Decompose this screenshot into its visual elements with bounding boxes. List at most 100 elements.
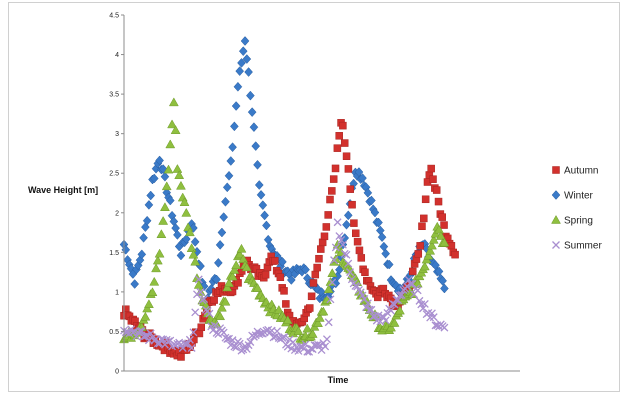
data-point-autumn [306,304,314,312]
data-point-summer [189,328,198,337]
data-point-autumn [329,175,338,183]
data-point-spring [425,245,436,255]
data-point-winter [228,142,237,153]
data-point-autumn [282,300,290,308]
data-point-winter [381,248,390,259]
data-point-spring [323,284,334,294]
data-point-winter [260,210,269,221]
data-point-autumn [352,229,360,238]
data-point-winter [379,241,389,252]
data-point-autumn [361,268,369,276]
data-point-winter [301,264,310,275]
data-point-winter [214,257,223,268]
plot-area [119,36,459,361]
data-point-winter [377,232,387,243]
data-point-autumn [416,242,424,250]
data-point-autumn [322,223,331,231]
data-point-spring [313,318,323,327]
data-point-spring [172,164,183,173]
data-point-summer [346,268,355,277]
data-point-winter [231,101,241,111]
data-point-winter [142,215,152,226]
data-point-spring [428,234,439,244]
y-tick-label: 4 [115,52,119,59]
data-point-winter [149,173,159,184]
data-point-winter [286,275,296,285]
data-point-winter [342,219,351,230]
data-point-spring [318,306,329,316]
data-point-summer [413,286,422,295]
legend-label-spring: Spring [564,216,593,227]
data-point-spring [215,311,226,321]
data-point-summer [408,279,417,288]
data-point-autumn [271,257,279,265]
data-point-summer [137,327,146,336]
data-point-autumn [197,323,206,332]
data-point-spring [179,197,190,206]
y-tick-label: 1.5 [109,250,119,257]
data-point-winter [230,121,239,132]
data-point-winter [367,195,376,206]
data-point-winter [440,283,449,294]
data-point-winter [238,46,248,57]
data-point-spring [439,237,450,247]
data-point-winter [251,141,261,151]
data-point-spring [241,262,252,272]
data-point-winter [237,58,246,68]
data-point-winter [256,189,266,200]
data-point-winter [244,67,253,77]
data-point-winter [370,207,380,218]
data-point-winter [384,259,394,270]
data-point-winter [190,236,200,247]
data-point-summer [367,305,376,314]
data-point-spring [174,170,185,179]
legend-marker-winter [551,190,561,200]
data-point-spring [168,97,179,107]
data-point-summer [337,236,346,244]
y-tick-label: 2.5 [109,171,119,178]
data-point-summer [328,278,337,287]
data-point-summer [280,333,289,342]
y-tick-label: 2 [115,210,119,217]
data-point-spring [176,180,186,190]
data-point-summer [335,232,344,241]
data-point-autumn [234,279,242,287]
data-point-winter [139,232,148,243]
data-point-summer [278,333,287,342]
data-point-summer [205,309,214,318]
data-point-spring [293,326,304,336]
data-point-spring [184,227,195,237]
x-axis-title: Time [328,375,349,385]
data-point-summer [333,218,342,227]
data-point-winter [137,249,147,260]
data-point-spring [186,243,197,252]
data-point-spring [229,265,240,274]
data-point-winter [155,155,164,166]
data-point-spring [158,216,169,225]
y-tick-label: 0 [115,369,119,376]
data-point-spring [160,202,170,211]
data-point-autumn [346,185,354,193]
data-point-autumn [210,296,218,304]
data-point-autumn [307,292,316,301]
data-point-autumn [427,164,435,173]
data-point-summer [381,316,390,325]
data-point-autumn [418,222,426,231]
data-point-winter [226,156,236,166]
legend-item-summer: Summer [552,241,602,252]
data-point-summer [403,282,411,291]
data-point-spring [307,329,318,338]
data-point-spring [222,282,233,292]
data-point-spring [224,278,234,287]
data-point-spring [394,305,405,315]
data-point-winter [374,217,383,228]
y-axis-title: Wave Height [m] [28,185,98,195]
data-point-spring [216,302,227,312]
data-point-spring [152,255,163,265]
data-point-summer [301,340,310,349]
y-tick-label: 3.5 [109,92,119,99]
data-point-winter [254,180,264,190]
data-point-spring [386,322,396,332]
data-point-autumn [432,186,441,194]
data-point-autumn [328,187,336,195]
